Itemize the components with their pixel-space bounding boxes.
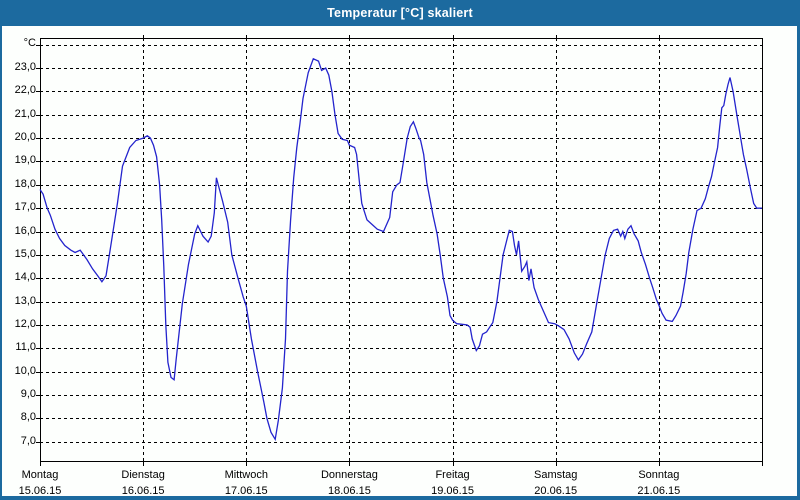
y-tick-label: 21,0 — [14, 107, 36, 120]
x-date-label: 20.06.15 — [534, 485, 578, 497]
y-tick-label: 18,0 — [14, 177, 36, 190]
x-day-label: Mittwoch — [224, 469, 268, 481]
x-date-label: 19.06.15 — [431, 485, 474, 497]
x-date-label: 18.06.15 — [328, 485, 371, 497]
x-day-label: Dienstag — [121, 469, 165, 481]
y-tick-label: 9,0 — [20, 387, 36, 400]
y-tick-label: 11,0 — [15, 341, 36, 354]
y-tick-label: 19,0 — [14, 154, 36, 167]
plot-border — [40, 38, 763, 462]
y-tick-label: 10,0 — [14, 364, 36, 377]
x-date-label: 17.06.15 — [224, 485, 268, 497]
x-day-label: Montag — [21, 469, 59, 481]
y-tick-label: 22,0 — [14, 84, 36, 97]
y-tick-label: 8,0 — [20, 411, 36, 424]
x-day-label: Sonntag — [638, 469, 680, 481]
y-tick-label: 13,0 — [14, 294, 36, 307]
y-tick-label: 17,0 — [14, 201, 36, 214]
window-titlebar[interactable]: Temperatur [°C] skaliert — [2, 0, 797, 26]
x-date-label: 15.06.15 — [18, 485, 62, 497]
y-tick-label: 14,0 — [14, 271, 36, 284]
x-day-label: Samstag — [533, 469, 578, 481]
y-tick-label: 12,0 — [14, 317, 36, 330]
y-tick-label: 20,0 — [14, 131, 36, 144]
x-date-label: 21.06.15 — [637, 485, 681, 497]
x-day-label: Donnerstag — [320, 469, 378, 481]
temperature-chart: °C 23,0 22,0 21,0 20,0 19,0 18,0 17,0 16,0 15,0 1… — [2, 26, 797, 497]
chart-plot-area — [36, 35, 763, 466]
y-tick-label: 7,0 — [20, 434, 36, 447]
y-axis-unit-label: °C — [23, 36, 36, 49]
y-tick-label: 15,0 — [14, 247, 36, 260]
x-date-label: 16.06.15 — [121, 485, 165, 497]
window-title: Temperatur [°C] skaliert — [327, 6, 473, 20]
x-day-label: Freitag — [435, 469, 470, 481]
temperature-series-line — [39, 57, 762, 442]
y-tick-label: 16,0 — [14, 224, 36, 237]
y-tick-label: 23,0 — [14, 61, 36, 74]
